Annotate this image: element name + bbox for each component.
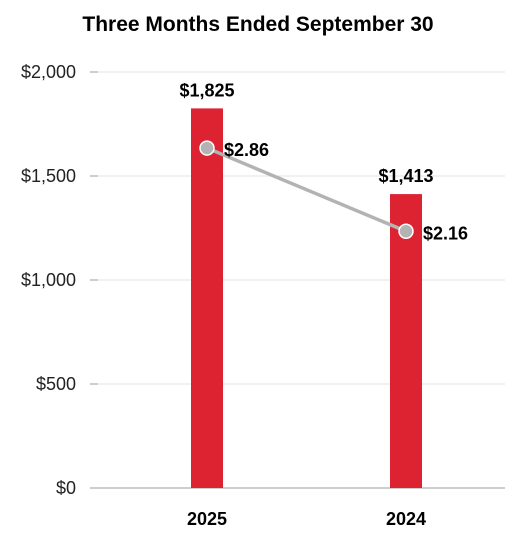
y-axis-ticks: $0 $500 $1,000 $1,500 $2,000 [21,62,98,498]
grid-lines [98,71,505,489]
y-tick-label: $500 [36,374,76,394]
chart-title: Three Months Ended September 30 [82,13,433,36]
x-axis-ticks: 2025 2024 [187,509,426,529]
overlay-line [206,146,407,233]
y-tick-label: $1,500 [21,166,76,186]
overlay-line-series: $2.86 $2.16 [199,140,468,243]
y-tick-label: $2,000 [21,62,76,82]
x-tick-label: 2024 [386,509,426,529]
bar-value-label: $1,825 [179,80,234,100]
y-tick-label: $1,000 [21,270,76,290]
y-tick-label: $0 [56,478,76,498]
bars: $1,825 $1,413 [179,80,434,489]
line-point [199,140,215,156]
x-tick-label: 2025 [187,509,227,529]
bar-value-label: $1,413 [378,166,433,186]
line-point-label: $2.86 [224,140,269,160]
line-point-label: $2.16 [423,223,468,243]
bar-2025 [191,108,223,489]
line-point [398,223,414,240]
bar-2024 [390,194,422,488]
